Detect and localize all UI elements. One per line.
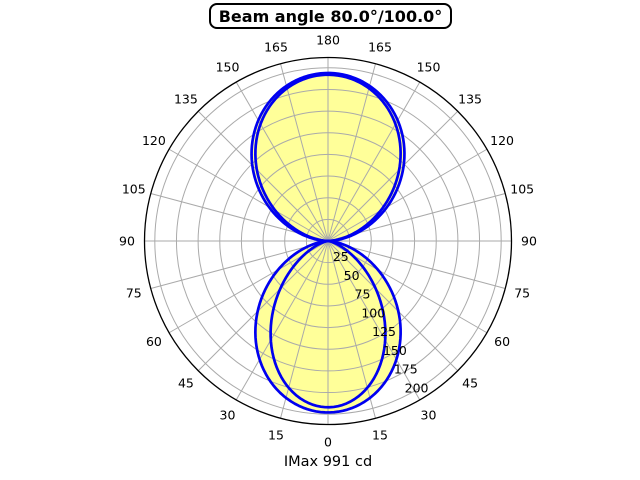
angle-tick-label: 90	[521, 234, 537, 249]
angle-gridline	[327, 148, 488, 242]
radius-tick-label: 100	[361, 306, 385, 321]
angle-gridline	[235, 81, 329, 242]
angle-tick-label: 45	[462, 376, 478, 391]
radial-gridline	[284, 197, 372, 285]
radial-gridline	[154, 67, 502, 415]
angle-gridline	[150, 240, 329, 289]
angle-tick-label: 45	[178, 376, 194, 391]
angle-tick-label: 75	[514, 286, 530, 301]
chart-title: Beam angle 80.0°/100.0°	[218, 6, 443, 26]
angle-gridline	[327, 240, 421, 401]
angle-tick-label: 90	[119, 234, 135, 249]
angle-tick-label: 105	[510, 182, 534, 197]
angle-gridline	[327, 81, 421, 242]
angle-gridline	[197, 240, 329, 372]
angle-gridline	[327, 63, 376, 242]
angle-tick-label: 60	[146, 334, 162, 349]
angle-gridline	[327, 240, 506, 289]
angle-tick-label: 60	[494, 334, 510, 349]
angle-tick-label: 75	[126, 286, 142, 301]
radial-gridline	[305, 218, 351, 264]
radial-gridline	[175, 88, 481, 394]
radius-tick-label: 25	[333, 249, 349, 264]
angle-gridline	[168, 148, 329, 242]
angle-gridline	[235, 240, 329, 401]
intensity-curve-upper-lobe-inner	[254, 73, 402, 243]
angle-gridline	[197, 110, 329, 242]
radius-tick-label: 50	[344, 268, 360, 283]
angle-gridline	[327, 240, 459, 372]
chart-title-box: Beam angle 80.0°/100.0°	[209, 3, 452, 29]
radius-tick-label: 150	[383, 343, 407, 358]
radial-gridline	[219, 132, 437, 350]
angle-tick-label: 150	[417, 59, 441, 74]
angle-tick-label: 15	[372, 428, 388, 443]
angle-tick-label: 165	[264, 39, 288, 54]
angle-gridline	[327, 110, 459, 242]
angle-tick-label: 165	[368, 39, 392, 54]
angle-tick-label: 150	[216, 59, 240, 74]
intensity-curve-lower-lobe-beam-80	[269, 239, 387, 409]
radial-gridline	[197, 110, 459, 372]
angle-tick-label: 30	[421, 408, 437, 423]
radius-tick-label: 200	[405, 381, 429, 396]
angle-tick-label: 135	[458, 91, 482, 106]
angle-tick-label: 120	[490, 133, 514, 148]
radius-tick-label: 125	[372, 324, 396, 339]
radial-gridline	[240, 153, 416, 329]
angle-tick-label: 135	[174, 91, 198, 106]
intensity-curve-upper-lobe-outer	[250, 71, 406, 243]
radial-gridline	[262, 175, 394, 307]
angle-tick-label: 105	[122, 182, 146, 197]
imax-label: IMax 991 cd	[283, 454, 373, 470]
radius-tick-label: 75	[355, 287, 371, 302]
angle-tick-label: 0	[324, 435, 332, 450]
polar-rim	[143, 56, 513, 426]
radius-tick-label: 175	[394, 362, 418, 377]
angle-tick-label: 15	[268, 428, 284, 443]
angle-gridline	[280, 63, 329, 242]
angle-tick-label: 30	[220, 408, 236, 423]
angle-tick-label: 120	[142, 133, 166, 148]
intensity-curve-lower-lobe-beam-100	[254, 239, 402, 414]
angle-tick-label: 180	[316, 33, 340, 48]
